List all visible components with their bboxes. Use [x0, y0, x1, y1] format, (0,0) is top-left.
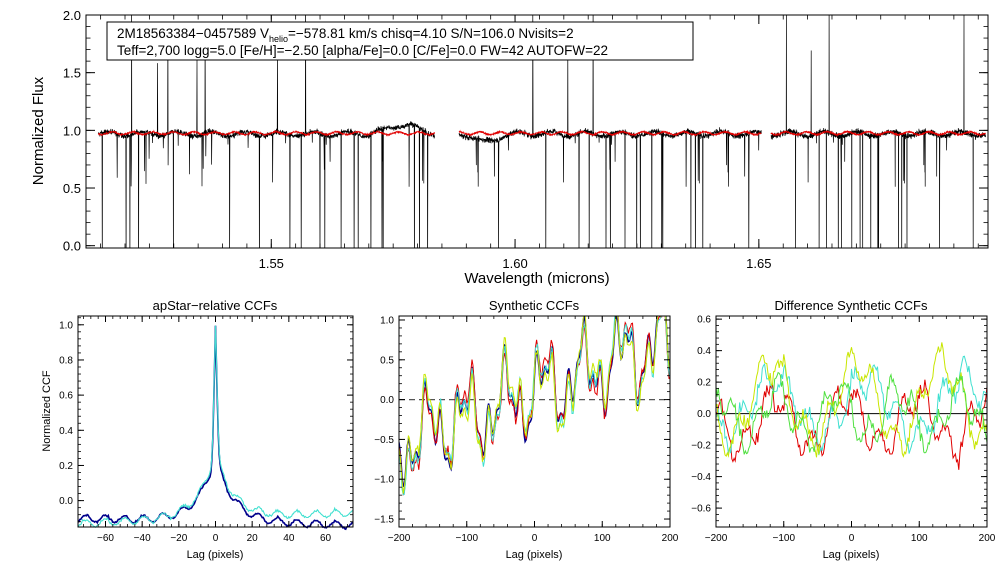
xtick-label: 1.60	[502, 256, 527, 271]
synthetic-ccf-line-combined	[399, 316, 670, 488]
xtick-label: 40	[283, 533, 295, 544]
spectrum-ylabel: Normalized Flux	[30, 76, 47, 185]
xtick-label: −100	[455, 533, 478, 544]
ytick-label: 0.2	[59, 461, 73, 472]
info-star-id: 2M18563384−0457589 V	[117, 26, 269, 41]
info-line-2: Teff=2,700 logg=5.0 [Fe/H]=−2.50 [alpha/…	[117, 43, 608, 58]
xtick-label: −200	[705, 533, 728, 544]
difference-ccf-title: Difference Synthetic CCFs	[775, 298, 928, 313]
difference-ccf-line-visit-3	[716, 342, 987, 458]
difference-ccf-axis-ticks: −200 −100 0 100 200 −0.6 −0.4 −0.2 0.0 0.2 0.4 0.6	[691, 315, 996, 544]
ytick-label: 2.0	[63, 8, 81, 23]
ytick-label: 1.0	[380, 315, 394, 326]
ytick-label: −1.5	[374, 515, 394, 526]
spectrum-panel: 1.55 1.60 1.65 0.0 0.5 1.0 1.5 2.0 Wavelength (…	[30, 8, 989, 287]
ytick-label: 0.6	[59, 391, 73, 402]
ytick-label: −0.6	[691, 504, 711, 515]
synthetic-ccf-series-group	[399, 316, 670, 497]
apstar-ccf-line-combined	[77, 325, 354, 531]
ytick-label: 0.0	[59, 496, 73, 507]
difference-ccf-series-group	[716, 342, 987, 470]
ytick-label: −0.2	[691, 441, 711, 452]
xtick-label: −200	[388, 533, 411, 544]
xtick-label: −40	[134, 533, 151, 544]
xtick-label: −20	[170, 533, 187, 544]
ytick-label: 0.0	[697, 409, 711, 420]
ytick-label: 0.4	[697, 346, 711, 357]
ytick-label: 0.6	[697, 315, 711, 326]
apstar-ccf-line-visit	[77, 325, 354, 529]
xtick-label: 1.55	[259, 256, 284, 271]
apstar-ccf-axis-ticks: −60 −40 −20 0 20 40 60 0.0 0.2 0.4 0.6 0.8 1.0	[59, 316, 353, 544]
ytick-label: 1.0	[63, 123, 81, 138]
ytick-label: 0.0	[380, 395, 394, 406]
difference-ccf-line-visit-2	[716, 355, 987, 456]
synthetic-ccf-frame	[398, 315, 671, 528]
spectrum-model-chip-1	[97, 129, 435, 138]
ytick-label: −0.4	[691, 472, 711, 483]
ytick-label: 0.5	[380, 355, 394, 366]
spectrum-model-chip-3	[770, 129, 986, 137]
info-rv-params: =−578.81 km/s chisq=4.10 S/N=106.0 Nvisi…	[288, 26, 574, 41]
difference-ccf-line-visit-1	[716, 379, 987, 470]
difference-ccf-panel: −200 −100 0 100 200−0.6−0.4−0.20.00.20.40.6 …	[691, 298, 996, 561]
difference-ccf-line-visit-4	[716, 371, 987, 455]
apstar-ccf-series-group	[77, 325, 354, 531]
ytick-label: 0.5	[63, 181, 81, 196]
spectrum-xlabel: Wavelength (microns)	[464, 270, 609, 287]
apstar-ccf-xlabel: Lag (pixels)	[187, 549, 244, 561]
xtick-label: 200	[662, 533, 679, 544]
synthetic-ccf-axis-ticks: −200 −100 0 100 200 −1.5 −1.0 −0.5 0.0 0.5 1.0	[374, 315, 679, 544]
spectrum-model-chip-2	[458, 129, 762, 137]
xtick-label: 0	[849, 533, 855, 544]
synthetic-ccf-panel: −200 −100 0 100 200 −1.5 −1.0 −0.5 0.0 0.5 1.0 Syn…	[374, 298, 679, 561]
apstar-ccf-panel: −60 −40 −20 0 20 40 60 0.0 0.2 0.4 0.6 0.8 1.0 apSta…	[41, 298, 354, 561]
info-helio-subscript: helio	[269, 34, 288, 44]
spectrum-frame	[85, 14, 989, 249]
ytick-label: 1.5	[63, 66, 81, 81]
xtick-label: −60	[97, 533, 114, 544]
ytick-label: −0.5	[374, 435, 394, 446]
synthetic-ccf-line-visit-1	[399, 316, 670, 497]
spectrum-observed-chip-3	[770, 15, 986, 248]
apstar-ccf-ylabel: Normalized CCF	[41, 370, 53, 452]
ytick-label: 0.0	[63, 239, 81, 254]
xtick-label: 20	[247, 533, 259, 544]
xtick-label: 60	[320, 533, 332, 544]
xtick-label: 1.65	[746, 256, 771, 271]
info-box	[106, 21, 694, 61]
ytick-label: 0.2	[697, 378, 711, 389]
xtick-label: 100	[911, 533, 928, 544]
info-line-1: 2M18563384−0457589 Vhelio=−578.81 km/s c…	[117, 26, 574, 44]
difference-ccf-xlabel: Lag (pixels)	[823, 549, 880, 561]
ytick-label: 1.0	[59, 320, 73, 331]
ytick-label: 0.4	[59, 426, 73, 437]
xtick-label: 100	[594, 533, 611, 544]
spectrum-series-group	[97, 15, 986, 248]
xtick-label: −100	[772, 533, 795, 544]
ytick-label: 0.8	[59, 355, 73, 366]
xtick-label: 0	[213, 533, 219, 544]
ytick-label: −1.0	[374, 475, 394, 486]
synthetic-ccf-title: Synthetic CCFs	[489, 298, 580, 313]
xtick-label: 200	[979, 533, 996, 544]
xtick-label: 0	[532, 533, 538, 544]
spectrum-axis-ticks: 1.55 1.60 1.65 0.0 0.5 1.0 1.5 2.0	[63, 8, 988, 271]
apstar-ccf-title: apStar−relative CCFs	[153, 298, 278, 313]
synthetic-ccf-xlabel: Lag (pixels)	[506, 549, 563, 561]
synthetic-ccf-line-visit-3	[399, 316, 670, 494]
